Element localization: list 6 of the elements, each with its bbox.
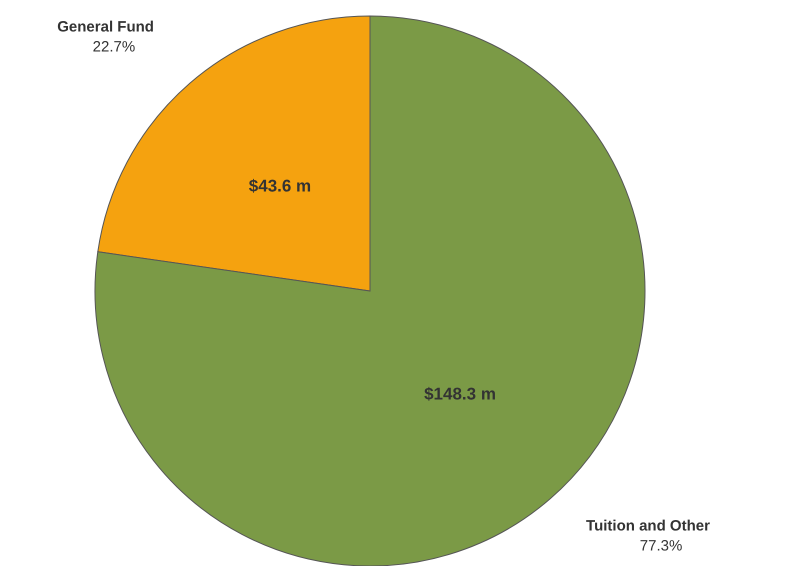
data-label: $148.3 m bbox=[424, 384, 496, 404]
text: 77.3% bbox=[640, 537, 682, 554]
slice-label: Tuition and Other bbox=[586, 517, 710, 534]
data-label: $43.6 m bbox=[248, 176, 312, 196]
text: 22.7% bbox=[92, 38, 136, 56]
slice-label: General Fund bbox=[57, 18, 154, 36]
